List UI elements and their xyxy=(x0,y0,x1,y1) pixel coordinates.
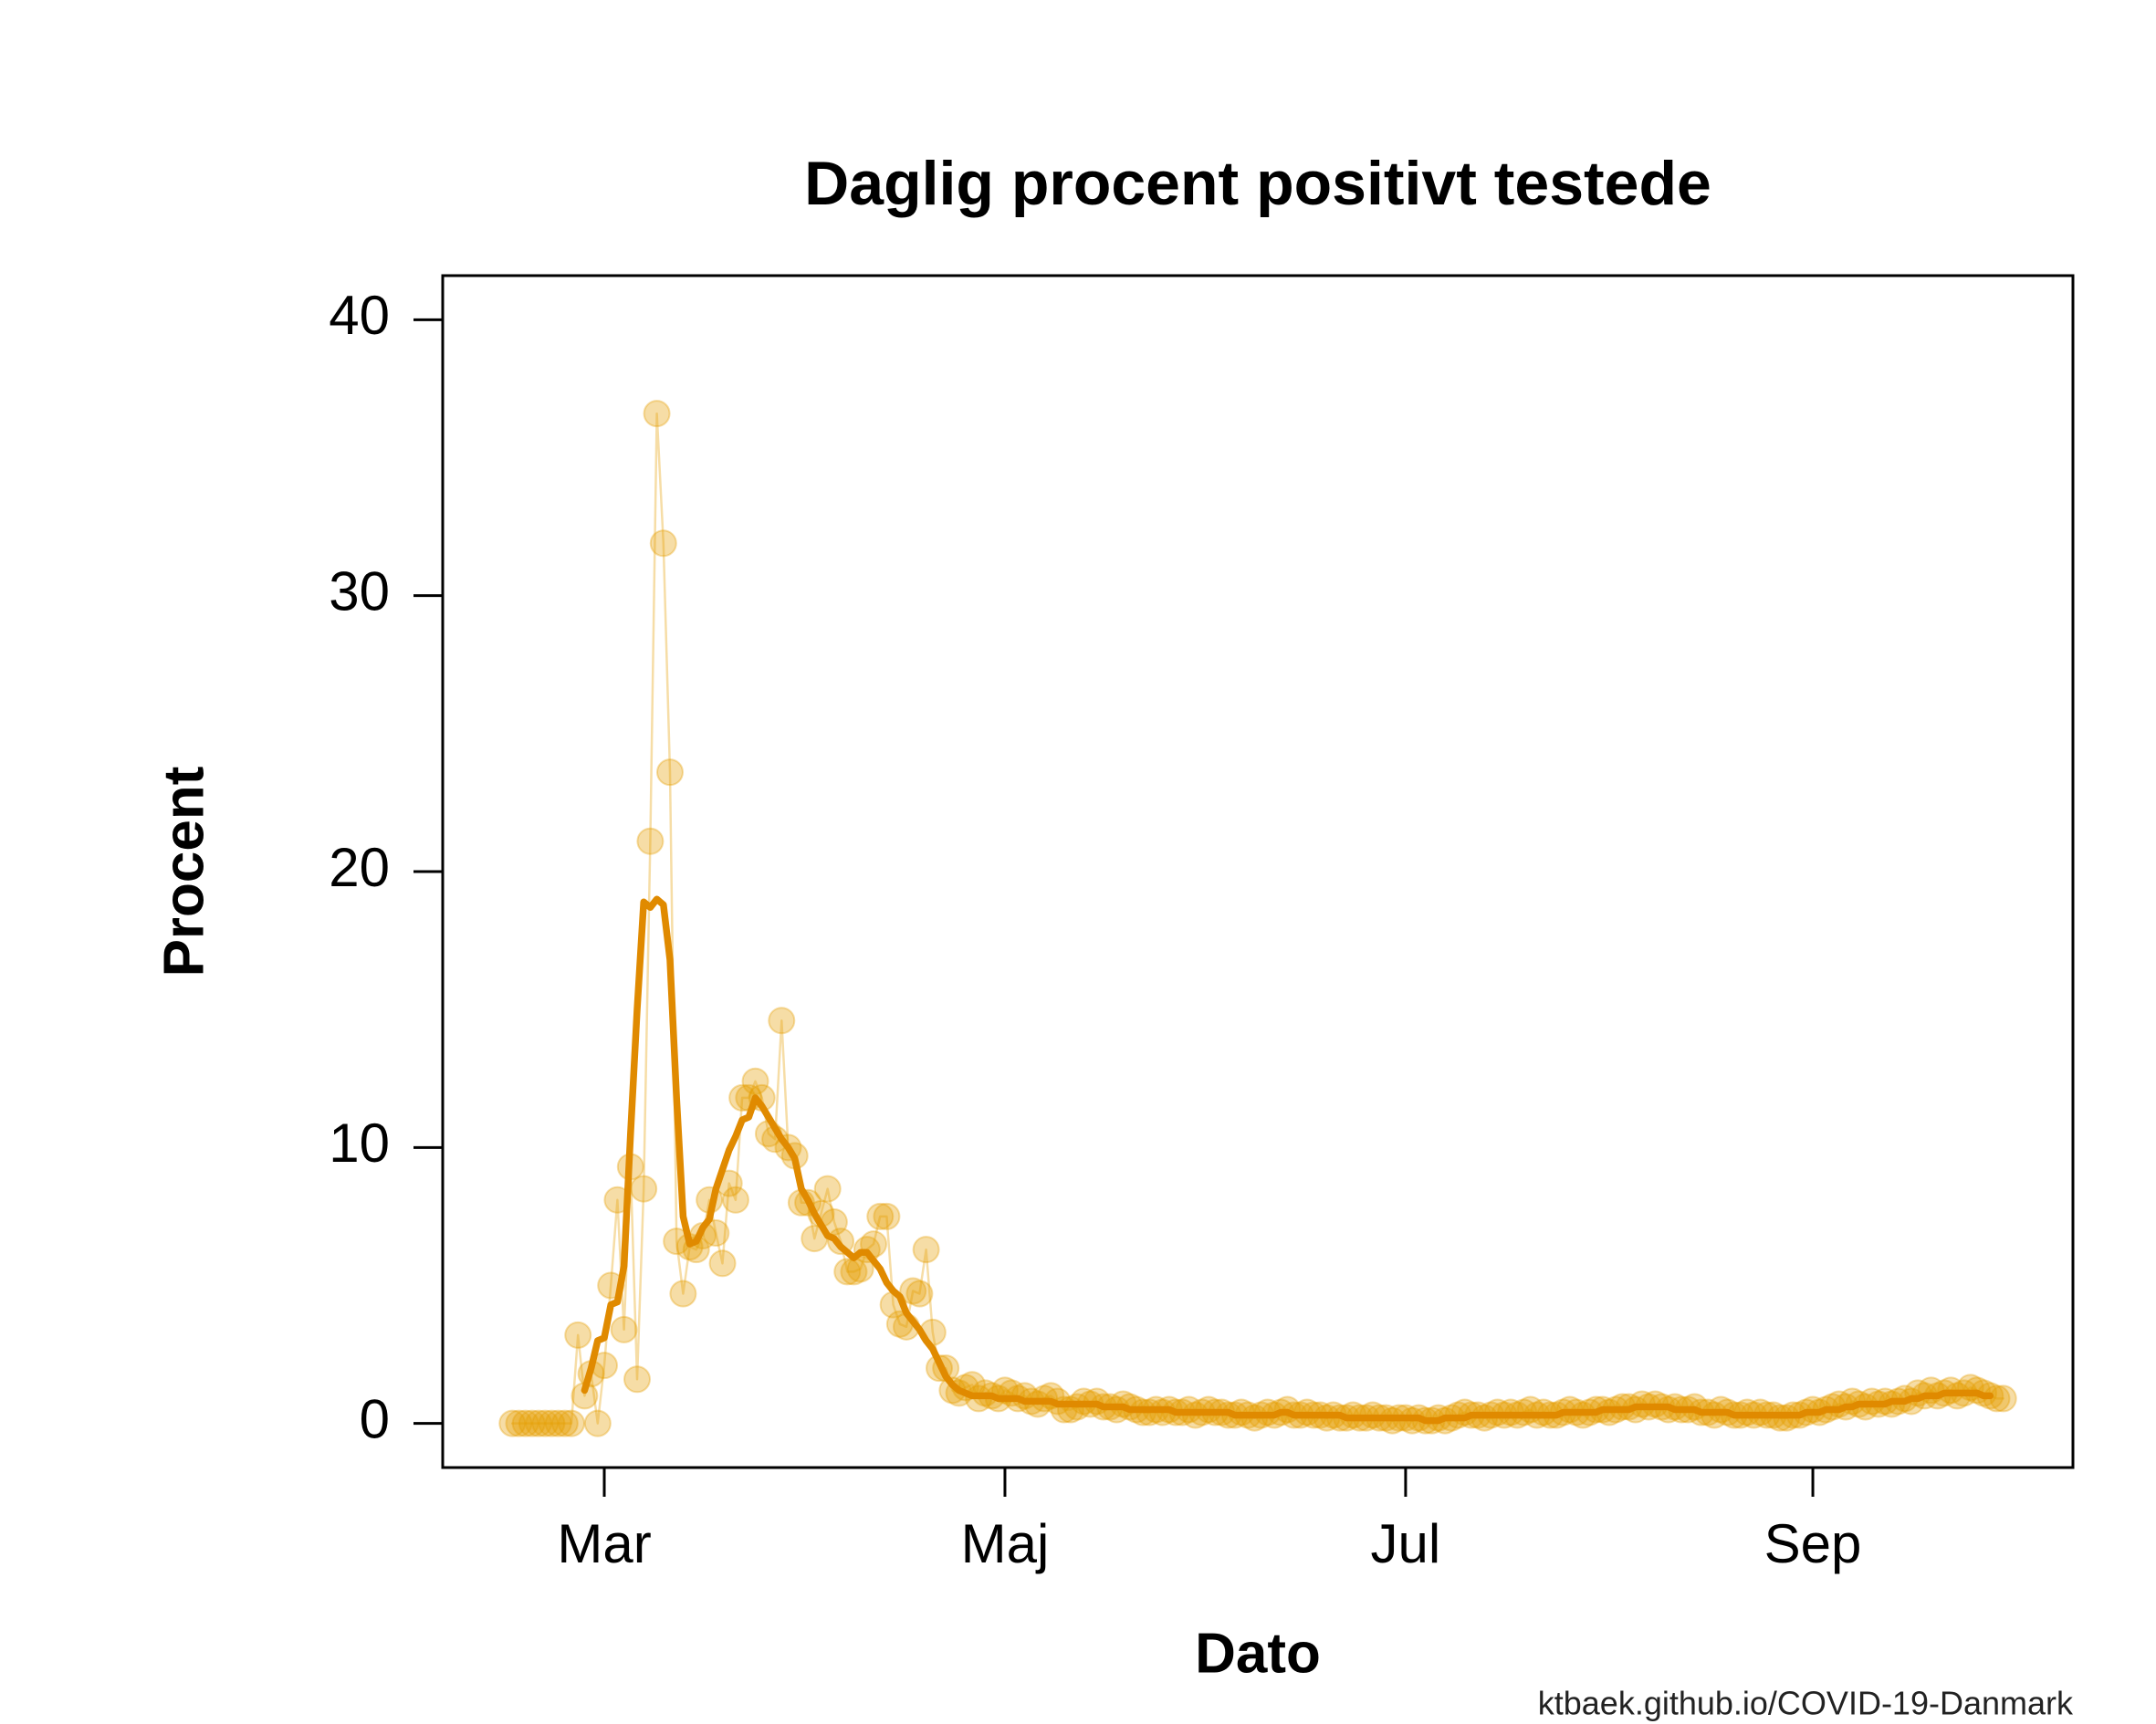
data-point xyxy=(636,827,665,855)
data-point xyxy=(505,1409,533,1437)
data-point xyxy=(721,1186,749,1214)
source-note: ktbaek.github.io/COVID-19-Danmark xyxy=(1538,1685,2074,1722)
x-tick-label: Mar xyxy=(557,1513,651,1574)
y-axis-title: Procent xyxy=(152,767,215,977)
data-point xyxy=(1989,1384,2017,1413)
data-point xyxy=(630,1175,658,1203)
series-line xyxy=(581,895,1994,1425)
data-point xyxy=(511,1409,539,1437)
data-point xyxy=(741,1067,769,1095)
data-point xyxy=(558,1409,586,1437)
x-tick-label: Jul xyxy=(1371,1513,1441,1574)
data-point xyxy=(649,529,677,558)
data-point xyxy=(708,1249,737,1278)
y-tick-label: 20 xyxy=(329,837,390,898)
x-tick-label: Sep xyxy=(1764,1513,1862,1574)
data-point xyxy=(550,1409,579,1437)
data-point xyxy=(866,1202,895,1230)
data-point xyxy=(643,400,671,428)
data-point xyxy=(813,1175,842,1203)
data-point xyxy=(610,1315,638,1343)
data-point xyxy=(669,1280,697,1308)
data-point xyxy=(538,1409,566,1437)
data-point xyxy=(833,1258,862,1286)
data-point xyxy=(899,1277,927,1305)
data-point xyxy=(912,1236,940,1264)
y-tick-label: 40 xyxy=(329,285,390,346)
data-point xyxy=(905,1280,934,1308)
data-point xyxy=(768,1007,796,1035)
data-point xyxy=(544,1409,572,1437)
chart-title: Daglig procent positivt testede xyxy=(804,149,1711,218)
x-axis-title: Dato xyxy=(1195,1622,1321,1685)
data-point xyxy=(583,1409,612,1437)
data-point xyxy=(655,758,684,787)
data-point xyxy=(498,1409,527,1437)
x-tick-label: Maj xyxy=(961,1513,1050,1574)
data-point xyxy=(518,1409,546,1437)
data-point xyxy=(564,1321,592,1349)
data-point xyxy=(873,1202,901,1230)
data-point xyxy=(525,1409,553,1437)
y-tick-label: 30 xyxy=(329,561,390,622)
data-point xyxy=(531,1409,560,1437)
y-tick-label: 0 xyxy=(360,1388,390,1449)
data-point xyxy=(623,1365,651,1394)
y-tick-label: 10 xyxy=(329,1113,390,1174)
